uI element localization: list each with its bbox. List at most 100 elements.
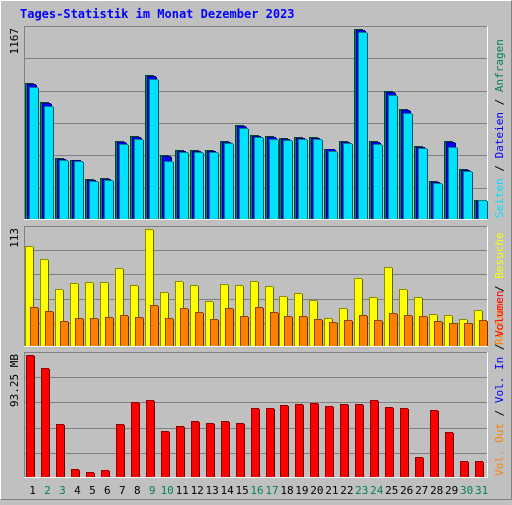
x-label-day-20: 20 [310,484,323,497]
bar-shade [252,136,253,219]
bar-shade [131,402,132,477]
bar-cap [164,161,173,162]
bar-seiten-day-18 [283,140,293,219]
bar-volumen-day-26 [400,408,409,477]
bar-shade [177,151,178,219]
bar-shade [145,229,146,346]
bar-fill [463,171,472,219]
bar-shade [373,144,374,219]
bar-volumen-day-19 [295,404,304,477]
bar-fill [309,300,317,346]
bar-edge [53,312,54,346]
bar-fill [448,147,457,219]
bar-cap [434,321,442,322]
bar-seiten-day-11 [179,152,189,219]
bar-volumen-day-1 [26,355,35,477]
bar-cap [310,403,318,404]
bar-edge [199,422,200,477]
bar-fill [176,426,184,477]
bar-cap [374,320,382,321]
x-label-day-17: 17 [265,484,278,497]
x-label-day-14: 14 [220,484,234,497]
bar-cap [448,147,457,148]
bar-fill [104,180,113,219]
bar-seiten-day-26 [403,113,413,219]
bar-shade [356,30,357,219]
bar-shade [369,297,370,346]
bar-edge [109,471,110,477]
chart-title: Tages-Statistik im Monat Dezember 2023 [20,7,295,21]
legend-item-vol-in: Vol. In [493,357,506,403]
bar-edge [278,313,279,346]
bar-cap [355,404,363,405]
bar-shade [294,137,295,219]
bar-cap [461,170,470,171]
bar-cap [101,470,109,471]
bar-shade [132,137,133,219]
bar-fill [210,319,218,346]
bar-cap [354,278,362,279]
bar-cap [145,75,154,76]
bar-shade [175,281,176,346]
bar-shade [400,408,401,477]
bar-cap [326,149,335,150]
bar-shade [313,139,314,219]
legend-item-rechner: Rechner [493,298,506,345]
bar-cap [27,84,36,85]
bar-shade [266,408,267,477]
bar-fill [404,315,412,346]
bar-edge [68,161,69,219]
bar-shade [179,152,180,219]
bar-volumen-day-15 [236,423,245,477]
bar-shade [340,404,341,477]
x-axis-day-labels: 1 2 3 4 5 6 7 8 9 10 11 12 13 14 15 16 17 18 19 20 21 22 23 24 2… [29,484,488,497]
bar-shade [251,408,252,477]
bar-cap [431,182,440,183]
bar-cap [175,150,184,151]
bar-cap [205,301,213,302]
bar-cap [177,151,186,152]
bar-cap [165,318,173,319]
bar-seiten-day-13 [209,152,219,219]
bar-seiten-day-20 [313,139,323,219]
bar-shade [220,284,221,346]
bar-edge [203,153,204,219]
bar-shade [101,470,102,477]
bar-seiten-day-29 [448,147,458,219]
bar-fill [191,421,199,477]
bar-edge [322,140,323,219]
bar-shade [431,182,432,219]
legend-item-anfragen: Anfragen [493,39,506,92]
bar-edge [169,432,170,477]
bar-shade [284,316,285,346]
bar-shade [25,83,26,219]
bar-cap [325,406,333,407]
bar-cap [354,29,363,30]
bar-shade [100,282,101,346]
bar-cap [162,156,171,157]
bar-fill [384,267,392,346]
bar-fill [265,286,273,346]
bar-cap [100,178,109,179]
bar-seiten-day-27 [418,148,428,219]
bar-fill [239,128,248,219]
bar-edge [442,184,443,219]
bar-fill [71,469,79,477]
y-max-label-visits: 113 [8,228,21,248]
bar-cap [385,407,393,408]
bar-seiten-day-19 [298,139,308,219]
bar-shade [416,147,417,219]
bar-shade [57,159,58,219]
bar-volumen-day-10 [161,431,170,477]
bar-cap [209,152,218,153]
bar-cap [433,183,442,184]
bar-fill [340,404,348,477]
bar-fill [369,297,377,346]
bar-seiten-day-5 [89,181,99,219]
bar-edge [203,313,204,346]
bar-edge [83,319,84,346]
bar-fill [445,432,453,477]
bar-cap [475,461,483,462]
bar-fill [430,410,438,477]
bar-cap [102,179,111,180]
